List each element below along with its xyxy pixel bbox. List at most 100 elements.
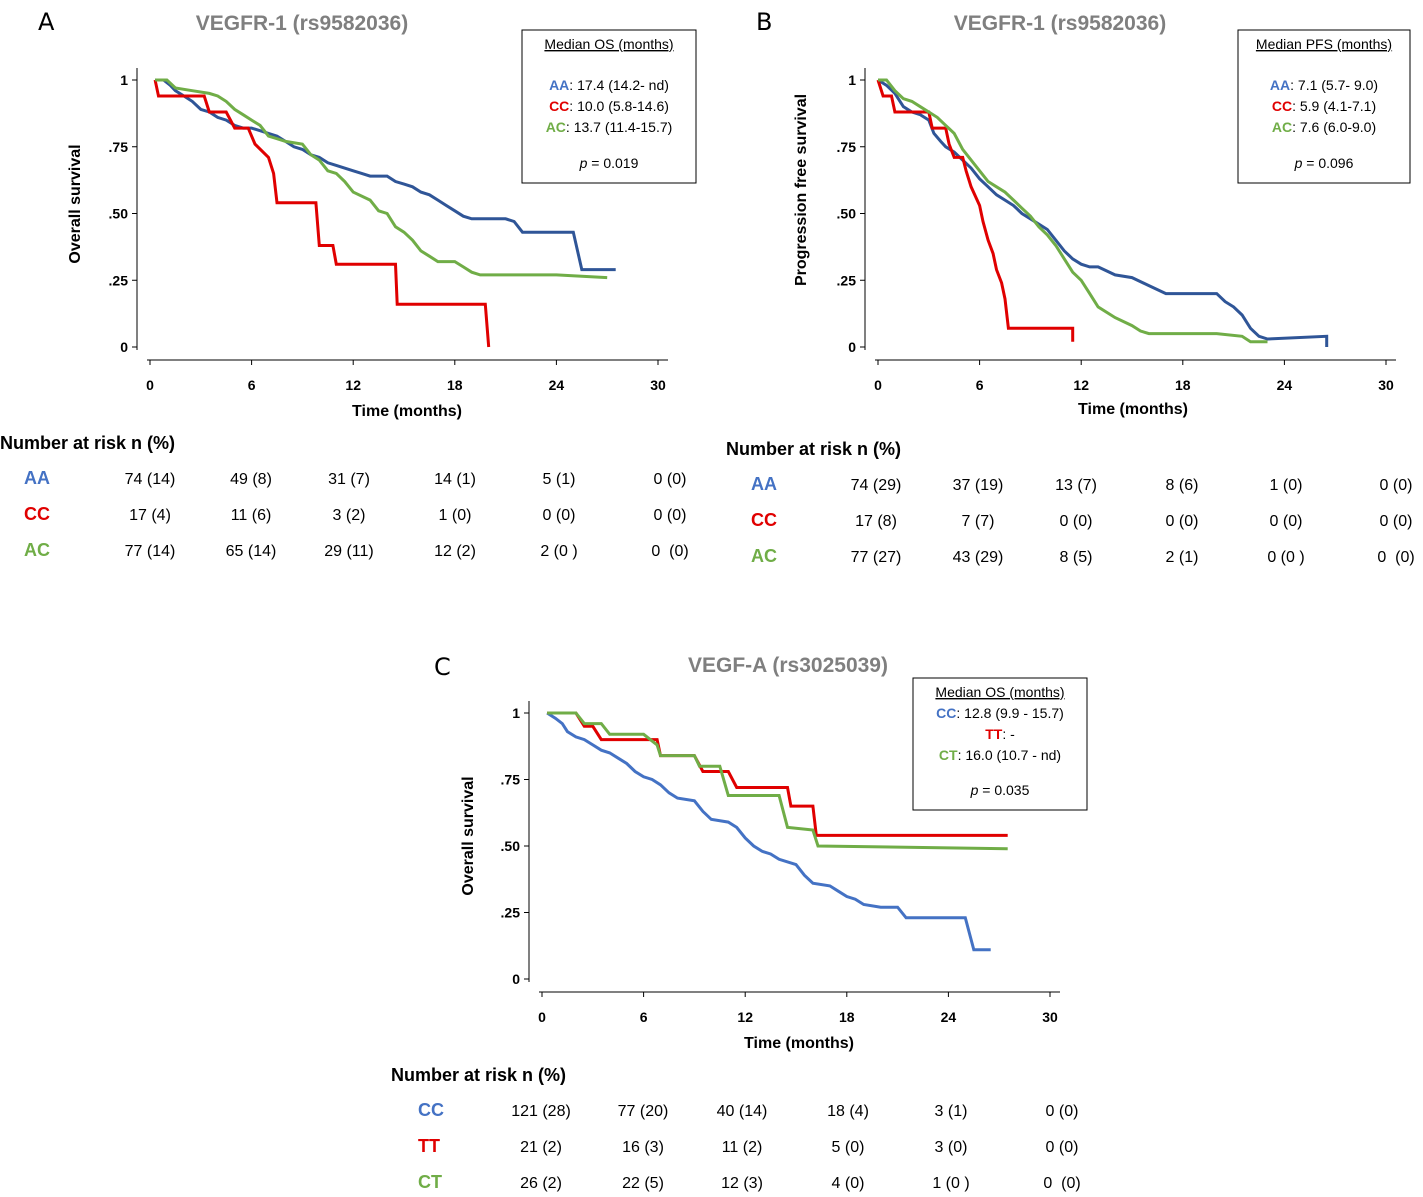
- x-axis-label: Time (months): [352, 403, 462, 420]
- x-tick-label: 18: [839, 1009, 855, 1025]
- y-tick-label: .75: [501, 772, 521, 788]
- risk-cell: 12 (2): [434, 543, 476, 560]
- y-tick-label: .25: [501, 905, 521, 921]
- legend-entry: CC: 12.8 (9.9 - 15.7): [936, 705, 1064, 721]
- risk-cell: 0 (0): [1046, 1103, 1079, 1120]
- x-tick-label: 12: [1073, 377, 1089, 393]
- p-number: = 0.035: [978, 782, 1029, 798]
- panel-letter-c: C: [434, 653, 451, 681]
- legend-value: : 12.8 (9.9 - 15.7): [956, 705, 1063, 721]
- x-tick-label: 30: [1042, 1009, 1058, 1025]
- risk-cell: 0 (0): [651, 543, 688, 560]
- panel-c: VEGF-A (rs3025039) 0 .25 .50 .75 1 0 6 12 18 24 30 T…: [460, 654, 1088, 1052]
- legend-title: Median OS (months): [935, 684, 1064, 700]
- legend-entry: AC: 7.6 (6.0-9.0): [1272, 119, 1376, 135]
- risk-table: Number at risk n (%) AA 74 (29) 37 (19) 13 (…: [726, 439, 1415, 566]
- risk-cell: 21 (2): [520, 1139, 562, 1156]
- legend-entry: CC: 10.0 (5.8-14.6): [549, 98, 669, 114]
- risk-cell: 5 (0): [832, 1139, 865, 1156]
- risk-cell: 8 (5): [1060, 549, 1093, 566]
- x-tick-label: 12: [737, 1009, 753, 1025]
- y-axis-label: Overall survival: [67, 144, 84, 263]
- x-axis-label: Time (months): [744, 1035, 854, 1052]
- y-tick-label: 0: [120, 339, 128, 355]
- y-axis-label: Overall survival: [460, 776, 477, 895]
- risk-row-label: AA: [751, 474, 777, 494]
- x-tick-label: 24: [941, 1009, 957, 1025]
- y-axis-label: Progression free survival: [793, 94, 810, 286]
- p-label: p: [1294, 155, 1303, 171]
- risk-cell: 0 (0): [1380, 513, 1413, 530]
- risk-cell: 0 (0): [1043, 1175, 1080, 1192]
- panel-letter-a: A: [38, 8, 55, 36]
- risk-cell: 77 (14): [125, 543, 176, 560]
- risk-cell: 37 (19): [953, 477, 1004, 494]
- legend-value: : 17.4 (14.2- nd): [569, 77, 669, 93]
- risk-cell: 49 (8): [230, 471, 272, 488]
- risk-row-label: AC: [24, 540, 50, 560]
- legend: Median PFS (months) AA: 7.1 (5.7- 9.0) CC:…: [1237, 29, 1411, 184]
- risk-cell: 65 (14): [226, 543, 277, 560]
- survival-curve-aa: [155, 78, 616, 272]
- risk-cell: 74 (14): [125, 471, 176, 488]
- risk-cell: 0 (0 ): [1267, 549, 1304, 566]
- legend-key: AA: [1270, 77, 1290, 93]
- p-label: p: [579, 155, 588, 171]
- legend-value: : 7.6 (6.0-9.0): [1292, 119, 1376, 135]
- x-tick-label: 24: [1277, 377, 1293, 393]
- y-tick-label: 1: [512, 705, 520, 721]
- risk-row-label: CT: [418, 1172, 442, 1192]
- legend-value: : 7.1 (5.7- 9.0): [1290, 77, 1378, 93]
- x-tick-label: 24: [549, 377, 565, 393]
- risk-row-label: CC: [418, 1100, 444, 1120]
- survival-curve-aa: [877, 78, 1329, 347]
- y-tick-label: .25: [109, 272, 129, 288]
- x-tick-label: 30: [1378, 377, 1394, 393]
- risk-cell: 77 (27): [851, 549, 902, 566]
- legend-title: Median OS (months): [544, 36, 673, 52]
- risk-cell: 1 (0): [1270, 477, 1303, 494]
- legend-box: [1237, 29, 1411, 184]
- risk-cell: 74 (29): [851, 477, 902, 494]
- legend-value: : 10.0 (5.8-14.6): [569, 98, 669, 114]
- legend-key: AA: [549, 77, 569, 93]
- legend: Median OS (months) CC: 12.8 (9.9 - 15.7) T…: [912, 677, 1088, 811]
- risk-cell: 5 (1): [543, 471, 576, 488]
- risk-cell: 3 (1): [935, 1103, 968, 1120]
- risk-cell: 2 (0 ): [540, 543, 577, 560]
- risk-cell: 40 (14): [717, 1103, 768, 1120]
- risk-cell: 0 (0): [543, 507, 576, 524]
- risk-cell: 0 (0): [654, 471, 687, 488]
- legend-entry: TT: -: [985, 726, 1015, 742]
- legend-key: CC: [936, 705, 956, 721]
- risk-row-label: TT: [418, 1136, 440, 1156]
- x-tick-label: 0: [874, 377, 882, 393]
- risk-cell: 7 (7): [962, 513, 995, 530]
- survival-curve-cc: [153, 79, 491, 348]
- survival-curve-ct: [547, 711, 1008, 851]
- risk-table-title: Number at risk n (%): [0, 433, 175, 453]
- risk-cell: 26 (2): [520, 1175, 562, 1192]
- p-number: = 0.019: [587, 155, 638, 171]
- legend-entry: AA: 17.4 (14.2- nd): [549, 77, 669, 93]
- risk-table-title: Number at risk n (%): [391, 1065, 566, 1085]
- chart-title: VEGFR-1 (rs9582036): [196, 12, 408, 35]
- risk-cell: 17 (4): [129, 507, 171, 524]
- y-tick-label: 0: [848, 339, 856, 355]
- legend-entry: CC: 5.9 (4.1-7.1): [1272, 98, 1376, 114]
- legend-entry: AA: 7.1 (5.7- 9.0): [1270, 77, 1378, 93]
- x-tick-label: 0: [146, 377, 154, 393]
- legend-key: AC: [1272, 119, 1292, 135]
- chart-title: VEGFR-1 (rs9582036): [954, 12, 1166, 35]
- survival-curve-ac: [878, 78, 1268, 344]
- y-tick-label: .25: [837, 272, 857, 288]
- risk-cell: 13 (7): [1055, 477, 1097, 494]
- x-axis-label: Time (months): [1078, 401, 1188, 418]
- y-tick-label: .50: [109, 206, 129, 222]
- p-value: p = 0.019: [579, 155, 639, 171]
- risk-cell: 8 (6): [1166, 477, 1199, 494]
- risk-cell: 0 (0): [1380, 477, 1413, 494]
- legend-value: : 5.9 (4.1-7.1): [1292, 98, 1376, 114]
- survival-curve-cc: [546, 711, 991, 952]
- risk-cell: 2 (1): [1166, 549, 1199, 566]
